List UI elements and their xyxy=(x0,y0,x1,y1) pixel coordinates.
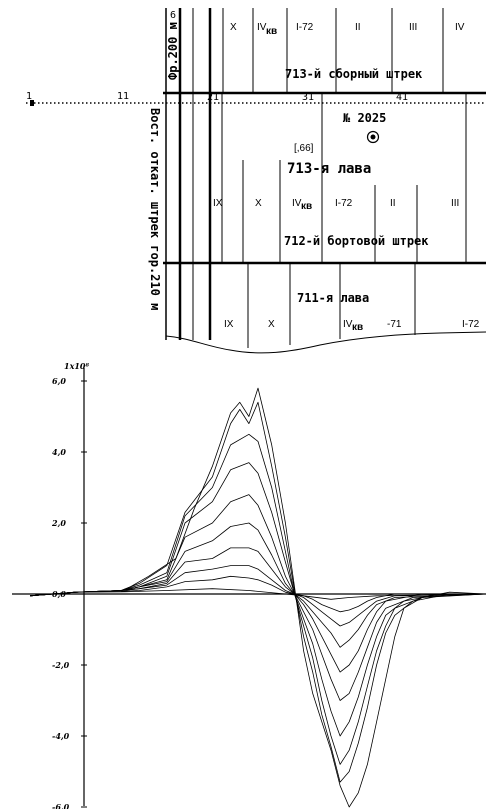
layer-subscript: кв xyxy=(301,201,312,212)
layer-label: IV xyxy=(455,22,465,33)
well-marker-icon xyxy=(366,130,380,144)
layer-label: I-72 xyxy=(296,22,314,33)
series-line-7 xyxy=(29,547,486,648)
layer-label: II xyxy=(355,22,361,33)
layer-label: X xyxy=(255,198,262,209)
series-line-1 xyxy=(29,387,486,808)
series-line-4 xyxy=(29,462,486,737)
profile-point-41: 41 xyxy=(396,92,408,103)
layer-label: IX xyxy=(213,198,223,209)
y-tick-label: -2,0 xyxy=(52,660,70,670)
y-axis-label: 1x10⁸ xyxy=(64,361,89,371)
face-711-label: 711-я лава xyxy=(297,291,369,305)
layer-label: IV xyxy=(292,198,302,209)
layer-label: III xyxy=(451,198,459,209)
profile-point-21: 21 xyxy=(207,92,219,103)
shaft-label: Фр.200 м xyxy=(166,22,180,80)
series-line-2 xyxy=(29,401,486,783)
profile-point-31: 31 xyxy=(302,92,314,103)
y-tick-label: 2,0 xyxy=(51,518,66,528)
layer-label: I-72 xyxy=(335,198,353,209)
haulage-drift-label: Вост. откат. штрек гор.210 м xyxy=(148,108,162,310)
mine-map: 1 11 21 31 41 Фр.200 м Вост. откат. штре… xyxy=(26,8,486,354)
profile-point-11: 11 xyxy=(117,91,129,102)
layer-label: IV xyxy=(257,22,267,33)
series-line-10 xyxy=(29,588,486,600)
point-label: [,66] xyxy=(294,143,314,154)
layer-label: -71 xyxy=(387,319,402,330)
header-small-number: 6 xyxy=(170,10,176,21)
profile-start-marker xyxy=(30,100,34,106)
y-axis-ticks: 6,0 4,0 2,0 0,0 -2,0 -4,0 -6,0 xyxy=(51,376,87,809)
well-label: № 2025 xyxy=(343,111,386,125)
layer-label: X xyxy=(268,319,275,330)
y-tick-label: -6,0 xyxy=(52,802,70,809)
deformation-chart: 1x10⁸ 6,0 4,0 2,0 0,0 -2,0 -4,0 -6,0 xyxy=(12,361,486,809)
layer-subscript: кв xyxy=(266,26,277,37)
drift-713-label: 713-й сборный штрек xyxy=(285,67,423,81)
y-tick-label: 6,0 xyxy=(52,376,66,386)
outcrop-curve xyxy=(165,331,486,354)
series-line-3 xyxy=(29,433,486,765)
layer-label: IX xyxy=(224,319,234,330)
y-tick-label: 4,0 xyxy=(52,447,66,457)
y-tick-label: 0,0 xyxy=(52,589,66,599)
layer-label: I-72 xyxy=(462,319,480,330)
layer-label: II xyxy=(390,198,396,209)
layer-label: IV xyxy=(343,319,353,330)
layer-subscript: кв xyxy=(352,322,363,333)
well-marker-dot xyxy=(370,134,376,140)
y-tick-label: -4,0 xyxy=(52,731,70,741)
drift-712-label: 712-й бортовой штрек xyxy=(284,234,429,248)
layer-label: X xyxy=(230,22,237,33)
chart-series-group xyxy=(29,387,486,808)
layer-label: III xyxy=(409,22,417,33)
profile-point-1: 1 xyxy=(26,91,32,102)
series-line-5 xyxy=(29,494,486,701)
face-713-label: 713-я лава xyxy=(287,161,371,177)
series-line-9 xyxy=(29,575,486,613)
series-line-8 xyxy=(29,565,486,627)
